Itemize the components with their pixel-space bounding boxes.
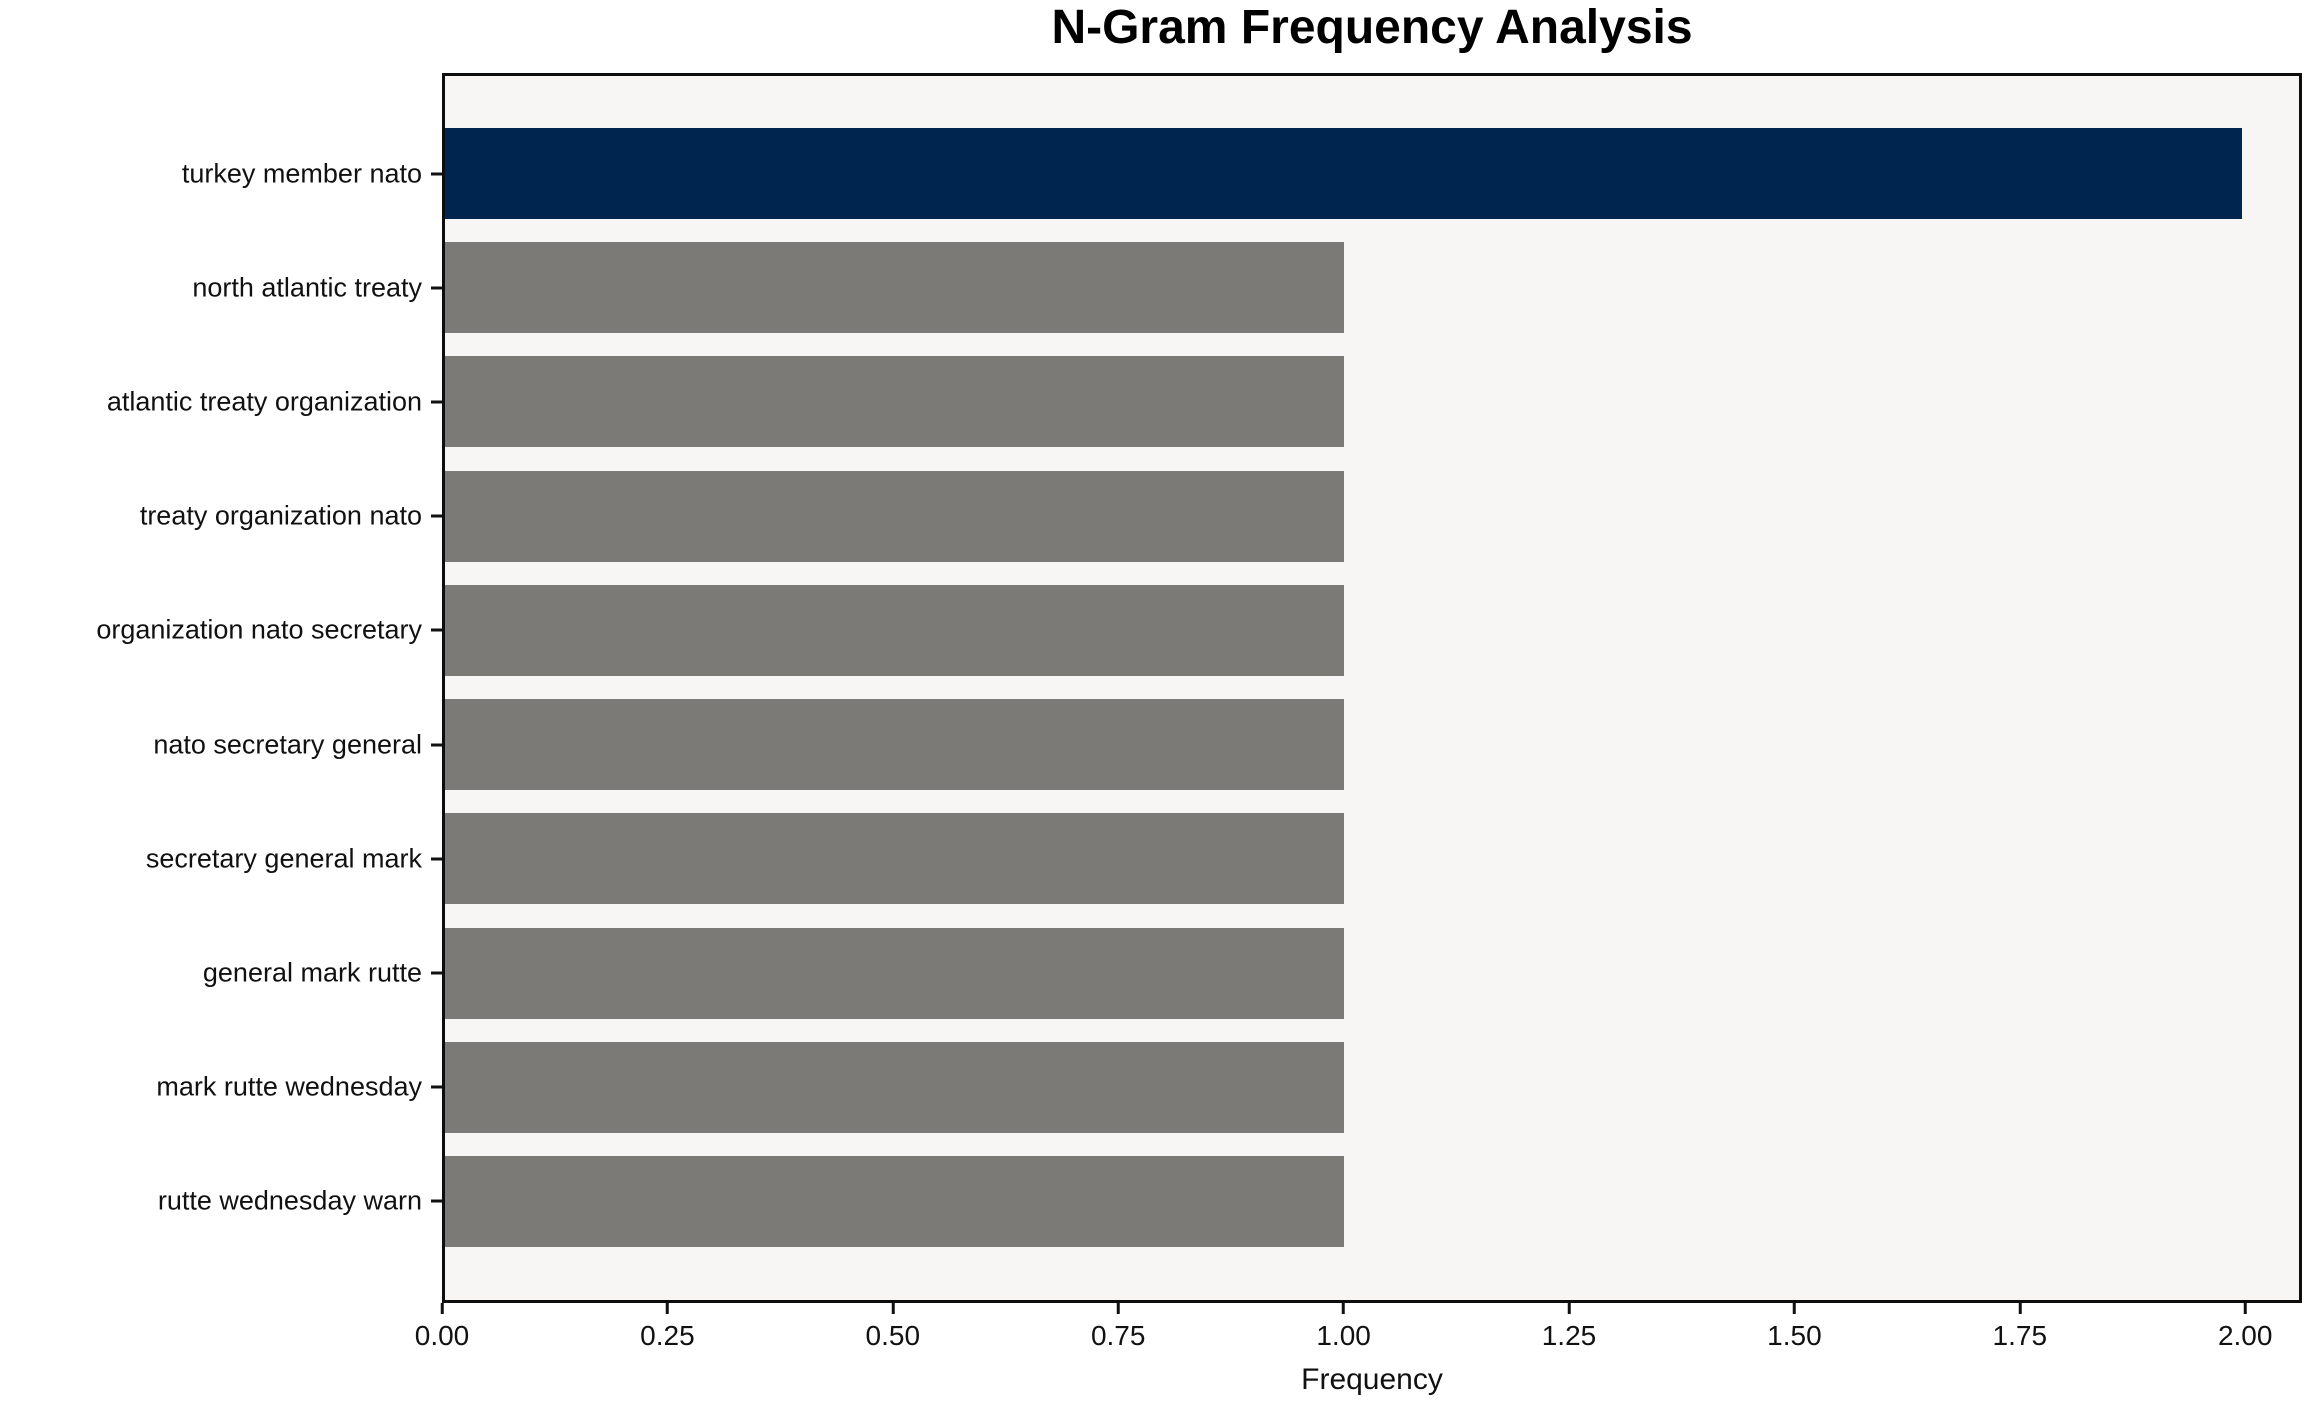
category-label: secretary general mark — [145, 843, 422, 874]
category-label: mark rutte wednesday — [156, 1071, 422, 1102]
category-label: organization nato secretary — [96, 614, 422, 645]
x-tick-label: 0.75 — [1090, 1320, 1146, 1351]
y-tick-mark — [431, 857, 442, 861]
y-tick-mark — [431, 286, 442, 290]
category-label: atlantic treaty organization — [106, 386, 422, 417]
y-tick-mark — [431, 172, 442, 175]
x-tick-mark — [2243, 1303, 2247, 1314]
frequency-bar — [445, 1155, 1344, 1247]
bar-container: turkey member nato north atlantic treaty a… — [96, 76, 2299, 1300]
x-tick: 1.50 — [1767, 1303, 1822, 1352]
bar-row: treaty organization nato — [140, 470, 2299, 562]
x-tick-label: 1.00 — [1316, 1320, 1371, 1351]
category-label: general mark rutte — [202, 957, 422, 988]
frequency-bar — [445, 927, 1344, 1019]
category-label: turkey member nato — [181, 158, 422, 188]
x-tick-label: 1.25 — [1541, 1320, 1597, 1351]
y-tick-mark — [431, 400, 442, 404]
x-tick: 0.00 — [414, 1303, 470, 1352]
plot-area: turkey member nato north atlantic treaty a… — [96, 73, 2302, 1303]
bar-row: mark rutte wednesday — [156, 1041, 2299, 1133]
x-tick: 0.75 — [1090, 1303, 1146, 1352]
frequency-bar — [445, 813, 1344, 905]
y-tick-mark — [431, 1085, 442, 1089]
x-tick: 0.50 — [865, 1303, 921, 1352]
bar-row: nato secretary general — [153, 699, 2299, 791]
frequency-bar — [445, 356, 1344, 448]
bar-row: secretary general mark — [146, 813, 2299, 905]
category-label: north atlantic treaty — [192, 272, 422, 303]
x-tick-mark — [891, 1303, 895, 1314]
bar-row: north atlantic treaty — [192, 242, 2299, 334]
x-tick-mark — [1567, 1303, 1571, 1314]
bar-row: general mark rutte — [203, 927, 2299, 1019]
x-tick-label: 0.50 — [865, 1320, 921, 1351]
bar-row: rutte wednesday warn — [158, 1155, 2299, 1247]
x-axis-title: Frequency — [1301, 1363, 1443, 1396]
bar-row: atlantic treaty organization — [107, 356, 2299, 448]
bar-row: organization nato secretary — [96, 584, 2299, 676]
x-tick: 1.00 — [1316, 1303, 1371, 1352]
frequency-bar — [445, 242, 1344, 334]
x-tick: 0.25 — [640, 1303, 695, 1352]
y-tick-mark — [431, 628, 442, 632]
x-axis: 0.00 0.25 0.50 0.75 1.00 1.25 1.50 1.75 2.00 — [415, 1303, 2302, 1363]
x-tick-mark — [1342, 1303, 1346, 1314]
category-label: nato secretary general — [153, 729, 422, 760]
x-tick-label: 2.00 — [2217, 1320, 2273, 1351]
y-tick-mark — [431, 514, 442, 518]
x-tick-label: 1.50 — [1767, 1320, 1822, 1351]
x-tick-label: 0.25 — [640, 1320, 695, 1351]
category-label: rutte wednesday warn — [157, 1185, 422, 1216]
frequency-bar — [445, 584, 1344, 676]
category-label: treaty organization nato — [139, 500, 422, 531]
y-tick-mark — [431, 1199, 442, 1203]
x-tick-mark — [440, 1303, 444, 1314]
x-tick: 1.25 — [1541, 1303, 1597, 1352]
frequency-bar — [445, 699, 1344, 791]
x-tick-mark — [1792, 1303, 1796, 1314]
x-tick-label: 0.00 — [414, 1320, 470, 1351]
x-tick-label: 1.75 — [1992, 1320, 2048, 1351]
x-tick-mark — [2018, 1303, 2022, 1314]
bar-row: turkey member nato — [182, 128, 2299, 219]
y-tick-mark — [431, 971, 442, 975]
x-tick-mark — [1116, 1303, 1120, 1314]
y-tick-mark — [431, 743, 442, 747]
frequency-bar — [445, 1041, 1344, 1133]
frequency-bar — [445, 128, 2243, 219]
chart-title: N-Gram Frequency Analysis — [1051, 1, 1693, 54]
x-tick-mark — [665, 1303, 669, 1314]
x-tick: 2.00 — [2217, 1303, 2273, 1352]
frequency-bar — [445, 470, 1344, 562]
x-tick: 1.75 — [1992, 1303, 2048, 1352]
